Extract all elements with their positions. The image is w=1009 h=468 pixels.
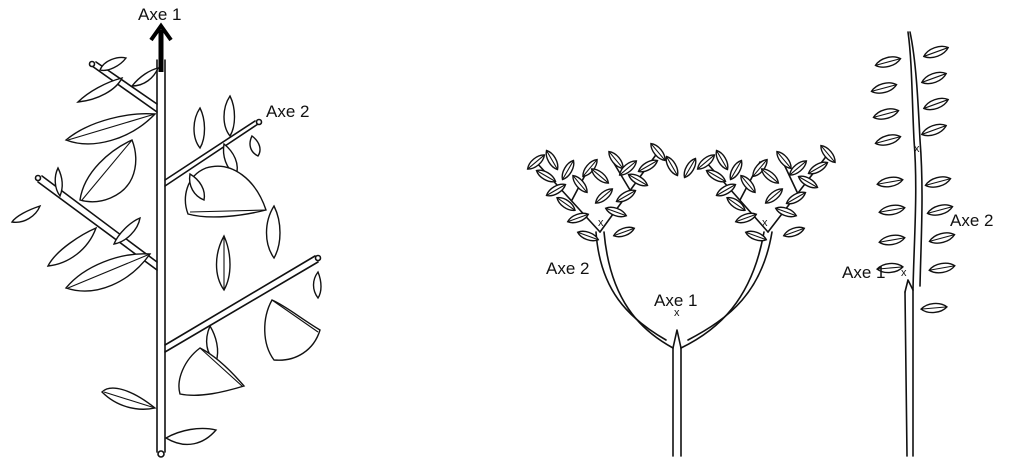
fig3-leaf [876, 262, 904, 274]
fig3-lower-trunk [904, 279, 914, 457]
fig2-leaf [618, 160, 638, 176]
fig1-axe1-label: Axe 1 [138, 5, 181, 24]
fig3-leaf [878, 234, 906, 246]
figure-2-sympodial-plant: x x x Axe 2 Axe 1 [526, 142, 836, 457]
figure-1-monopodial-plant: Axe 1 Axe 2 [10, 5, 322, 458]
fig1-axe1-arrow [149, 22, 173, 72]
fig2-leaf [776, 150, 792, 170]
fig1-branch-lower-right [164, 254, 322, 353]
fig3-upper-axis [907, 31, 923, 291]
fig2-leaf [576, 230, 600, 242]
fig2-right-apex-marker: x [762, 217, 768, 229]
fig3-leaf [920, 71, 948, 85]
fig3-leaf [922, 97, 950, 111]
fig1-axe2-label: Axe 2 [266, 102, 309, 121]
fig3-leaf [920, 302, 948, 314]
fig3-leaf [920, 123, 948, 137]
fig3-leaves [870, 45, 956, 314]
fig2-leaf [797, 175, 819, 189]
fig2-leaf [715, 149, 729, 171]
fig3-leaf [876, 176, 904, 188]
fig2-leaf [627, 173, 649, 187]
fig2-leaf [774, 206, 798, 218]
fig2-leaf [535, 169, 557, 183]
fig2-leaf [744, 230, 768, 242]
fig2-leaf [594, 188, 614, 204]
fig2-axe1-label: Axe 1 [654, 291, 697, 310]
fig2-leaf [526, 154, 546, 170]
fig2-leaf [612, 226, 636, 238]
figure-3-substitution-plant: x x Axe 1 Axe 2 [842, 31, 993, 457]
fig3-leaf [928, 232, 956, 244]
fig2-leaf [604, 206, 628, 218]
fig1-main-axis [156, 59, 166, 458]
fig3-axe2-label: Axe 2 [950, 211, 993, 230]
fig2-leaf [582, 158, 598, 178]
fig2-leaf [760, 168, 780, 184]
fig2-leaf [729, 159, 743, 181]
fig2-leaf [545, 149, 559, 171]
fig2-leaf [566, 212, 590, 224]
fig2-leaf [715, 183, 737, 197]
fig2-leaves [526, 142, 836, 242]
fig2-leaf [590, 168, 610, 184]
fig2-center-apex-marker: x [674, 307, 680, 319]
fig2-leaf [752, 158, 768, 178]
fig2-leaf [726, 196, 746, 212]
fig3-leaf [874, 56, 902, 68]
fig2-leaf [788, 160, 808, 176]
fig3-leaf [874, 134, 902, 146]
fig3-leaf [872, 108, 900, 120]
fig1-leaves [10, 56, 322, 446]
fig2-leaf [785, 191, 807, 205]
fig2-leaf [561, 159, 575, 181]
fig2-left-apex-marker: x [598, 217, 604, 229]
fig2-leaf [665, 155, 679, 177]
fig2-leaf [734, 212, 758, 224]
fig3-axe1-label: Axe 1 [842, 263, 885, 282]
fig2-axe2-label: Axe 2 [546, 259, 589, 278]
fig1-branch-axe2 [164, 118, 263, 187]
fig2-leaf [545, 183, 567, 197]
fig3-leaf [878, 204, 906, 216]
fig3-leaf [922, 45, 950, 59]
fig2-leaf [572, 174, 588, 194]
fig3-leaf [928, 262, 956, 274]
fig2-leaf [705, 169, 727, 183]
fig3-leaf [926, 204, 954, 216]
fig3-upper-apex-marker: x [914, 143, 920, 155]
fig2-leaf [764, 188, 784, 204]
fig2-leaf [615, 189, 637, 203]
fig3-lower-apex-marker: x [901, 267, 907, 279]
fig3-leaf [924, 176, 952, 188]
fig2-leaf [556, 196, 576, 212]
fig2-fork-axes [595, 231, 773, 349]
fig2-leaf [820, 144, 836, 164]
fig2-leaf [782, 226, 806, 238]
fig2-leaf [650, 142, 666, 162]
fig2-leaf [740, 174, 756, 194]
fig2-leaf [696, 154, 716, 170]
fig3-leaf [870, 82, 898, 94]
fig2-leaf [637, 159, 659, 173]
fig2-leaf [683, 157, 697, 179]
fig2-trunk [672, 329, 682, 457]
fig2-leaf [807, 161, 829, 175]
